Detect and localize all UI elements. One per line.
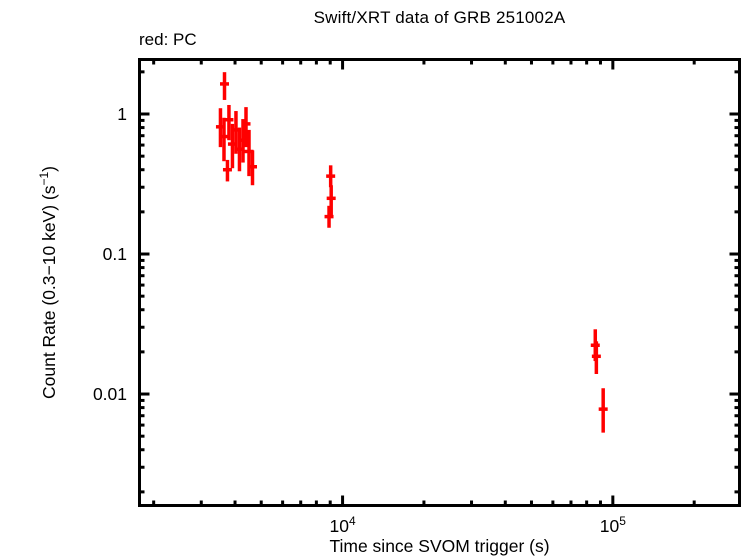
plot-border: [138, 58, 741, 507]
mode-legend: red: PC: [139, 30, 197, 49]
x-tick-labels: 104 105: [329, 514, 626, 536]
y-tick-labels: 1 0.1 0.01: [93, 104, 127, 404]
data-point-errorbar: [326, 165, 336, 188]
data-point-errorbar: [591, 341, 601, 375]
data-point-errorbar: [219, 117, 229, 162]
data-point-errorbar: [220, 72, 230, 100]
y-tick-label: 1: [117, 104, 127, 124]
data-series-pc: [215, 72, 608, 433]
y-axis-ticks: [139, 70, 740, 494]
data-point-errorbar: [326, 185, 336, 215]
axis-titles: Time since SVOM trigger (s) Count Rate (0…: [37, 166, 550, 556]
y-tick-label: 0.1: [103, 244, 127, 264]
plot-frame: [138, 58, 741, 507]
data-point-errorbar: [598, 388, 608, 433]
x-axis-ticks: [152, 59, 696, 506]
data-point-errorbar: [241, 107, 251, 148]
data-point-errorbar: [248, 150, 258, 186]
x-tick-label: 105: [600, 514, 626, 536]
chart-title: Swift/XRT data of GRB 251002A: [313, 8, 566, 27]
x-tick-label: 104: [329, 514, 355, 536]
y-axis-label: Count Rate (0.3−10 keV) (s−1): [37, 166, 59, 399]
y-tick-label: 0.01: [93, 384, 127, 404]
data-point-errorbar: [224, 104, 234, 141]
x-axis-label: Time since SVOM trigger (s): [329, 536, 549, 556]
data-point-errorbar: [324, 205, 334, 228]
data-point-errorbar: [222, 159, 232, 182]
